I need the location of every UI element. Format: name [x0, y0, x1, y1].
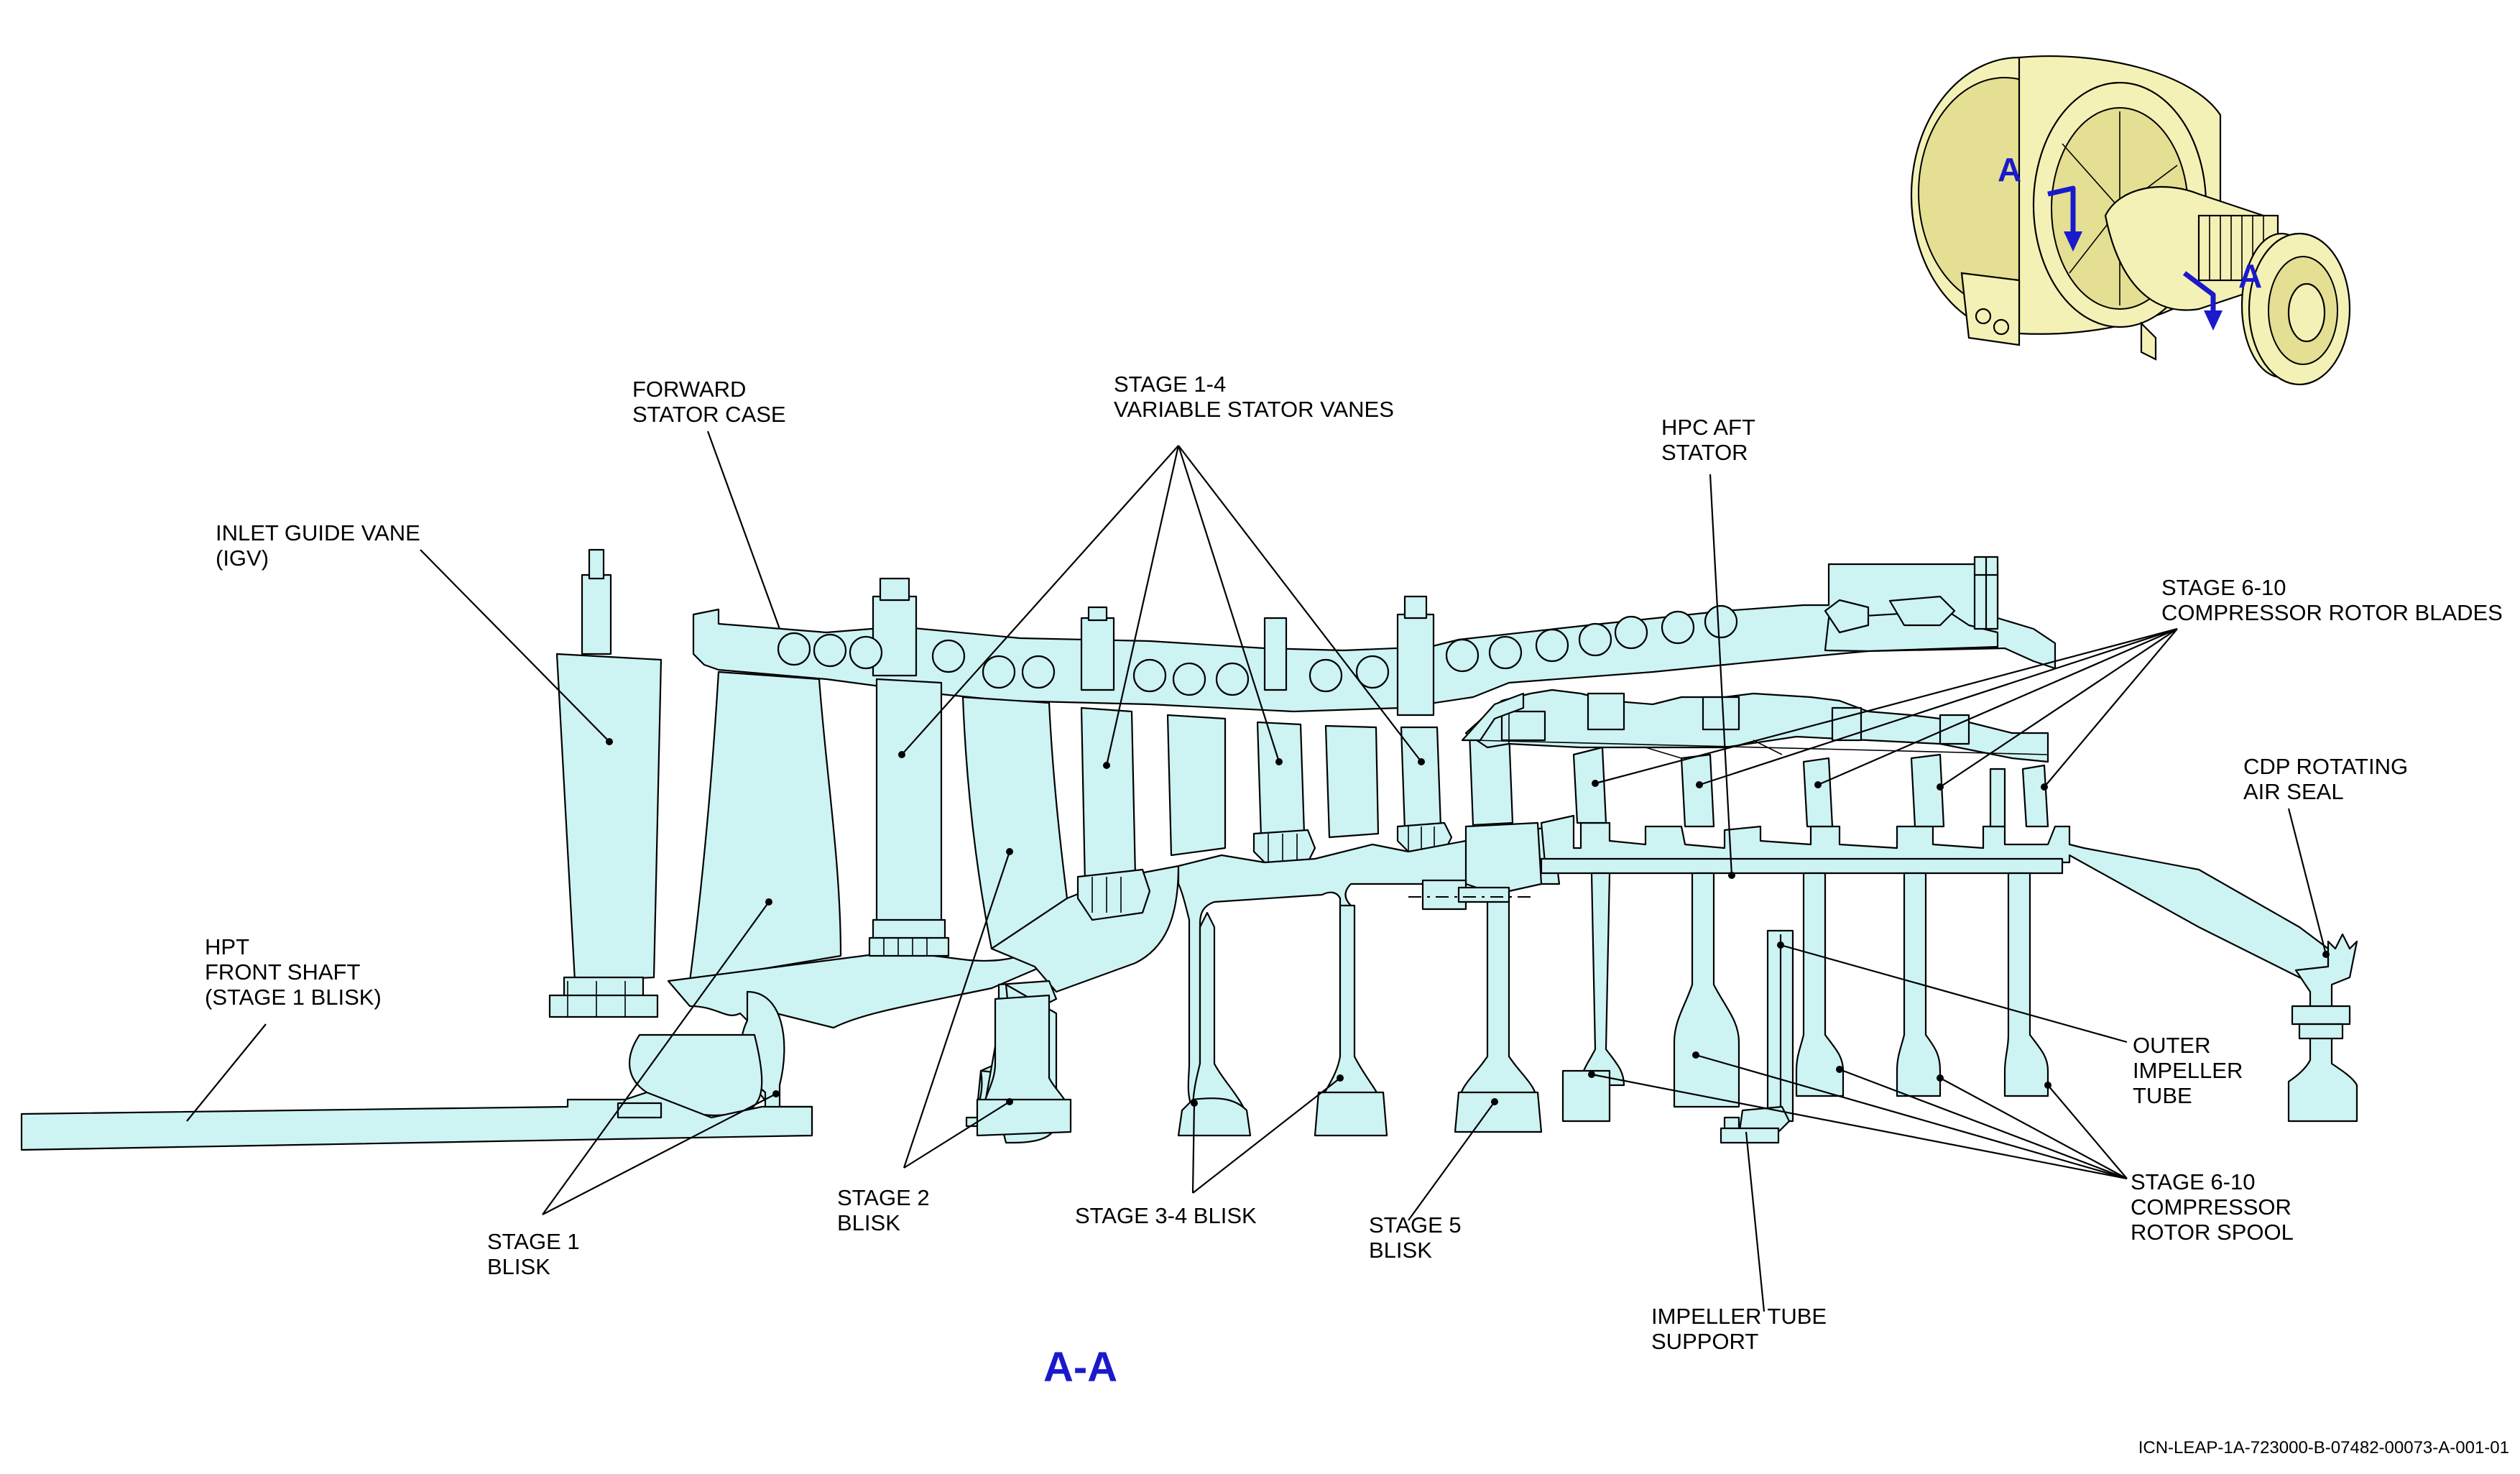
- leader-lines: [186, 430, 2327, 1312]
- section-title: A-A: [1043, 1344, 1117, 1391]
- label-forward-stator-case-1: FORWARD: [632, 377, 746, 402]
- document-code: ICN-LEAP-1A-723000-B-07482-00073-A-001-0…: [2138, 1438, 2509, 1457]
- leader-dots: [606, 738, 2330, 1107]
- label-impeller-support-1: IMPELLER TUBE: [1651, 1304, 1827, 1329]
- label-stage1-blisk-2: BLISK: [487, 1254, 550, 1279]
- label-rotor-blades-1: STAGE 6-10: [2161, 575, 2286, 600]
- stage-5-blisk: [1457, 821, 1543, 1108]
- label-cdp-seal-1: CDP ROTATING: [2243, 754, 2408, 779]
- label-stage2-blisk-2: BLISK: [837, 1210, 900, 1235]
- label-hpc-aft-stator-1: HPC AFT: [1661, 415, 1755, 440]
- label-rotor-spool-1: STAGE 6-10: [2131, 1169, 2255, 1194]
- label-hpt-shaft-1: HPT: [205, 934, 249, 959]
- stage-3-4-blisk: [1177, 825, 1561, 1112]
- stage-6-10-compressor-rotor-blades: [1572, 746, 2049, 828]
- label-stage34-blisk: STAGE 3-4 BLISK: [1075, 1203, 1257, 1228]
- label-stage5-blisk-1: STAGE 5: [1369, 1212, 1462, 1238]
- stage-1-variable-stator-vane: [875, 678, 943, 925]
- engine-locator-inset: A A: [1910, 55, 2351, 386]
- view-letter-a-upper: A: [1998, 151, 2021, 188]
- label-impeller-tube-2: IMPELLER: [2133, 1058, 2243, 1083]
- spool-disks: [1561, 872, 2049, 1123]
- label-impeller-tube-3: TUBE: [2133, 1083, 2192, 1108]
- stage-4-blade: [1324, 724, 1380, 839]
- label-forward-stator-case-2: STATOR CASE: [632, 402, 786, 427]
- label-rotor-spool-3: ROTOR SPOOL: [2131, 1220, 2294, 1245]
- label-stage1-blisk-1: STAGE 1: [487, 1229, 580, 1254]
- stage-3-disk-bore: [1177, 1097, 1252, 1137]
- hpc-cross-section: [20, 430, 2358, 1312]
- label-vsv-2: VARIABLE STATOR VANES: [1114, 397, 1394, 422]
- label-impeller-tube-1: OUTER: [2133, 1033, 2211, 1058]
- label-impeller-support-2: SUPPORT: [1651, 1329, 1758, 1354]
- hpt-front-shaft: [20, 1091, 813, 1151]
- label-igv-1: INLET GUIDE VANE: [216, 520, 420, 545]
- label-igv-2: (IGV): [216, 545, 269, 571]
- label-hpt-shaft-3: (STAGE 1 BLISK): [205, 985, 382, 1010]
- label-rotor-blades-2: COMPRESSOR ROTOR BLADES: [2161, 600, 2503, 625]
- label-stage5-blisk-2: BLISK: [1369, 1238, 1432, 1263]
- stage-4-disk-bore: [1314, 1091, 1388, 1137]
- stage-3-blade: [1166, 714, 1227, 857]
- stage-3-variable-stator-vane: [1256, 721, 1306, 839]
- inlet-guide-vane: [555, 653, 663, 982]
- label-hpc-aft-stator-2: STATOR: [1661, 440, 1748, 465]
- label-hpt-shaft-2: FRONT SHAFT: [205, 959, 360, 985]
- label-vsv-1: STAGE 1-4: [1114, 372, 1226, 397]
- label-rotor-spool-2: COMPRESSOR: [2131, 1194, 2291, 1220]
- stage-6-10-rotor-spool: [1540, 814, 2330, 986]
- callout-labels: FORWARD STATOR CASE STAGE 1-4 VARIABLE S…: [205, 372, 2503, 1354]
- label-stage2-blisk-1: STAGE 2: [837, 1185, 930, 1210]
- stage-1-blade: [688, 671, 842, 982]
- stage-2-variable-stator-vane: [1080, 706, 1137, 885]
- casing-bolt-holes: [777, 604, 1738, 696]
- label-cdp-seal-2: AIR SEAL: [2243, 779, 2344, 804]
- view-letter-a-lower: A: [2238, 257, 2262, 295]
